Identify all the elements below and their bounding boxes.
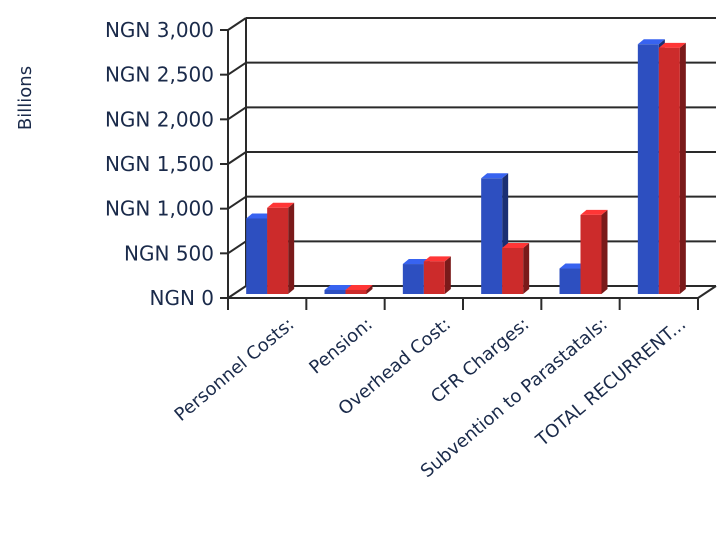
bar-front [580, 214, 602, 294]
bar-front [423, 261, 445, 294]
bar-top [324, 284, 352, 290]
bar-front [324, 289, 346, 294]
bar-top [345, 284, 373, 290]
bar-top [559, 263, 587, 269]
x-category-labels: Personnel Costs: Pension:Overhead Cost:CF… [171, 314, 690, 482]
gridline-side [227, 195, 247, 210]
bar [502, 242, 530, 294]
bar-front [267, 207, 289, 294]
bar [580, 209, 608, 294]
y-tick-labels: NGN 0 NGN 500 NGN 1,000 NGN 1,500 NGN 2,000 N… [105, 18, 214, 310]
x-category-label: TOTAL RECURRENT... [532, 314, 691, 452]
bar [423, 256, 451, 294]
bar-top [267, 202, 295, 208]
gridline-side [227, 240, 247, 255]
axes [220, 18, 717, 310]
gridline-side [227, 61, 247, 76]
bar-front [402, 264, 424, 294]
gridline-side [227, 17, 247, 31]
gridline-side [227, 151, 247, 165]
grid-lines [227, 17, 716, 299]
y-tick-label: NGN 500 [124, 241, 214, 265]
bar-side [288, 202, 295, 294]
x-category-label: Personnel Costs: [171, 314, 299, 426]
bar-front [658, 47, 680, 294]
bar [658, 42, 686, 294]
y-axis-title: Billions [15, 66, 36, 130]
bar-top [637, 39, 665, 45]
y-tick-label: NGN 0 [149, 286, 214, 310]
bar-top [502, 242, 530, 248]
bar-front [637, 44, 659, 294]
bar-top [246, 213, 274, 219]
bar [345, 284, 373, 294]
bar-top [481, 173, 509, 179]
bar-top [402, 259, 430, 265]
bar-top [658, 42, 686, 48]
bar-side [523, 242, 530, 294]
floor-right-edge [697, 285, 717, 299]
bar-top [423, 256, 451, 262]
bar-top [580, 209, 608, 215]
bar-side [366, 284, 373, 294]
bar-side [601, 209, 608, 294]
y-tick-label: NGN 1,500 [105, 152, 214, 176]
bar-side [679, 42, 686, 294]
y-tick-label: NGN 2,500 [105, 63, 214, 87]
y-tick-label: NGN 2,000 [105, 107, 214, 131]
y-tick-label: NGN 3,000 [105, 18, 214, 42]
bar-front [345, 289, 367, 294]
bar-front [502, 247, 524, 294]
bar-side [444, 256, 451, 294]
x-category-label: Pension: [305, 314, 376, 379]
y-tick-label: NGN 1,000 [105, 197, 214, 221]
gridline-side [227, 106, 247, 121]
bar [267, 202, 295, 294]
bar-front [481, 178, 503, 294]
gridline-side [227, 285, 247, 299]
bar-front [559, 268, 581, 294]
bar-front [246, 218, 268, 294]
bars [246, 39, 686, 294]
